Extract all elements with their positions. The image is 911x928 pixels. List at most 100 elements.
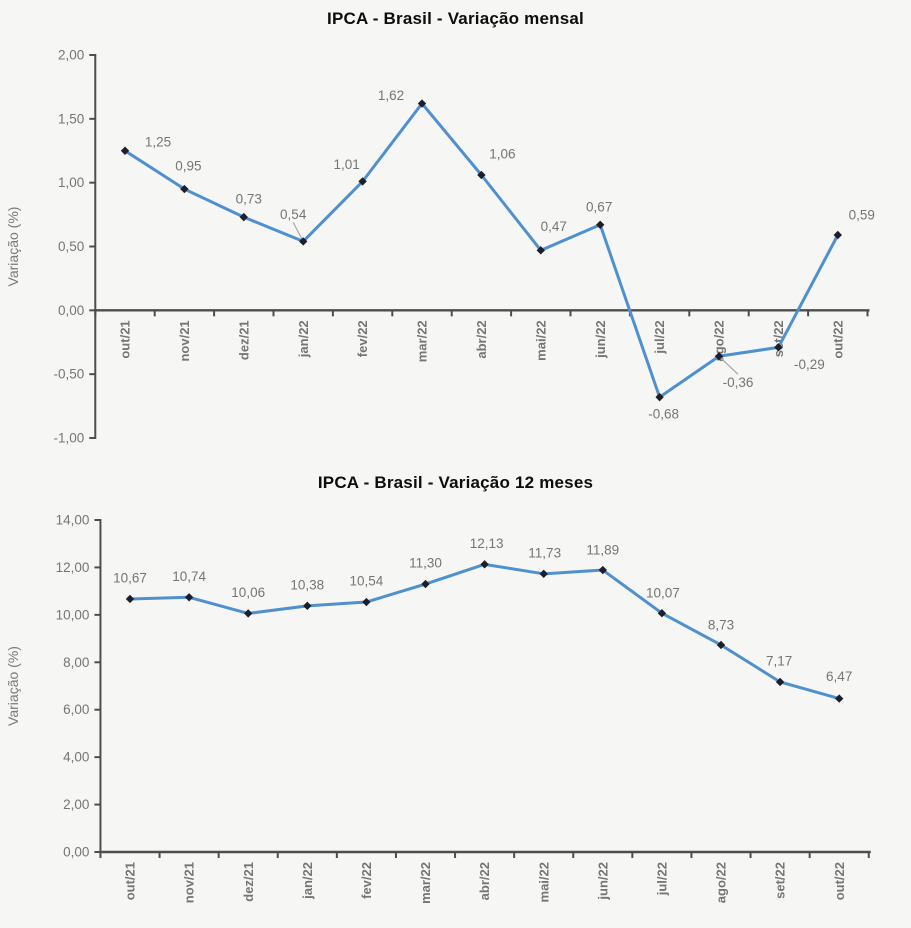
x-axis-tick-label: fev/22 (355, 320, 370, 357)
x-axis-tick-label: mar/22 (415, 320, 430, 362)
y-axis-tick-label: 0,50 (58, 239, 84, 254)
x-axis-tick-label: mar/22 (418, 862, 433, 904)
y-axis-tick-label: 8,00 (63, 655, 89, 670)
x-axis-tick-label: fev/22 (359, 862, 374, 899)
x-axis-tick-label: mai/22 (533, 320, 548, 360)
x-axis-tick-label: jan/22 (300, 862, 315, 900)
y-axis-tick-label: 10,00 (56, 607, 90, 622)
data-point-label: 0,73 (236, 192, 262, 207)
data-point-marker (775, 677, 785, 687)
y-axis-tick-label: 1,00 (58, 175, 84, 190)
x-axis-tick-label: jul/22 (652, 320, 667, 354)
data-point-marker (480, 560, 489, 569)
data-point-label: 11,89 (586, 543, 619, 558)
y-axis-tick-label: -0,50 (54, 367, 85, 382)
data-point-label: 0,47 (541, 219, 567, 234)
x-axis-tick-label: ago/22 (714, 862, 729, 903)
data-point-label: 8,73 (708, 617, 734, 632)
x-axis-tick-label: jun/22 (593, 320, 608, 359)
y-axis-tick-label: 2,00 (63, 797, 89, 812)
data-point-marker (184, 593, 194, 602)
data-point-marker (477, 170, 486, 180)
chart-title-monthly: IPCA - Brasil - Variação mensal (327, 9, 584, 28)
x-axis-tick-label: nov/21 (177, 320, 192, 361)
y-axis-tick-label: 14,00 (56, 513, 90, 528)
x-axis-tick-label: abr/22 (474, 320, 489, 358)
data-point-label: 10,67 (113, 570, 147, 585)
data-point-marker (362, 597, 371, 607)
twelve-month-variation-chart: IPCA - Brasil - Variação 12 meses 14,00 1… (0, 464, 911, 928)
data-point-label: 10,07 (646, 586, 680, 601)
data-point-label: 11,73 (528, 545, 561, 560)
data-point-marker (421, 579, 430, 589)
x-axis-tick-label: out/22 (832, 862, 847, 900)
data-point-label: -0,29 (794, 357, 825, 372)
data-point-marker (303, 601, 312, 611)
data-point-marker (657, 608, 667, 618)
y-axis-title: Variação (%) (5, 646, 21, 726)
data-point-marker (539, 569, 548, 579)
data-point-marker (714, 352, 724, 361)
data-point-marker (417, 99, 427, 108)
data-point-marker (536, 246, 545, 255)
y-axis-tick-label: 0,00 (63, 845, 89, 860)
data-point-label: 0,95 (175, 159, 201, 174)
x-axis-tick-label: jun/22 (595, 862, 610, 901)
x-axis-tick-label: ago/22 (712, 320, 727, 361)
x-axis-tick-label: out/21 (123, 862, 138, 900)
data-point-label: 7,17 (766, 653, 792, 668)
y-axis-tick-label: 0,00 (58, 303, 84, 318)
y-axis-tick-label: 6,00 (63, 702, 89, 717)
data-point-label: 1,06 (489, 147, 515, 162)
data-point-marker (244, 609, 253, 618)
chart-title-12-months: IPCA - Brasil - Variação 12 meses (317, 473, 594, 492)
data-point-label: 1,62 (378, 88, 404, 103)
y-axis-tick-label: -1,00 (54, 431, 85, 446)
data-point-marker (655, 392, 664, 402)
y-axis-title: Variação (%) (5, 207, 21, 287)
x-axis-tick-label: jan/22 (296, 320, 311, 358)
data-point-marker (598, 565, 607, 575)
data-point-label: -0,36 (723, 375, 754, 390)
data-point-marker (299, 237, 308, 246)
x-axis-tick-label: mai/22 (536, 862, 551, 902)
y-axis-tick-label: 2,00 (58, 48, 84, 63)
data-point-label: 12,13 (470, 536, 504, 551)
data-point-label: 10,74 (172, 569, 206, 584)
data-point-marker (835, 694, 844, 703)
x-axis-tick-label: jul/22 (654, 862, 669, 896)
data-point-label: 0,67 (586, 199, 612, 214)
data-point-label: 1,25 (145, 134, 171, 149)
x-axis-tick-label: set/22 (773, 862, 788, 899)
twelve-month-variation-plot: 14,00 12,00 10,00 8,00 6,00 4,00 2,00 0,00 out/2… (5, 513, 871, 904)
monthly-variation-plot: 2,00 1,50 1,00 0,50 0,00 -0,50 -1,00 out/21 nov/… (5, 48, 875, 446)
data-point-label: 10,38 (290, 577, 324, 592)
data-point-marker (239, 212, 248, 222)
y-axis-tick-label: 1,50 (58, 111, 84, 126)
x-axis-tick-label: nov/21 (182, 862, 197, 903)
data-point-marker (596, 220, 605, 229)
x-axis-tick-label: abr/22 (477, 862, 492, 900)
data-point-marker (358, 177, 367, 186)
data-point-marker (180, 184, 189, 194)
data-point-label: 10,54 (350, 574, 384, 589)
x-axis-tick-label: out/21 (118, 320, 133, 358)
data-point-label: -0,68 (648, 407, 679, 422)
data-point-label: 1,01 (333, 157, 359, 172)
data-point-label: 11,30 (409, 556, 442, 571)
data-point-marker (774, 343, 783, 352)
x-axis-tick-label: dez/21 (236, 320, 251, 360)
data-label-leader-line (718, 355, 739, 375)
data-point-marker (833, 230, 842, 240)
y-axis-tick-label: 4,00 (63, 750, 89, 765)
monthly-variation-chart: IPCA - Brasil - Variação mensal 2,00 1,50… (5, 9, 875, 446)
y-axis-tick-label: 12,00 (56, 560, 90, 575)
data-point-marker (125, 594, 135, 604)
data-point-label: 0,59 (849, 208, 875, 223)
x-axis-tick-label: dez/21 (241, 862, 256, 902)
data-point-label: 0,54 (280, 207, 307, 222)
x-axis-tick-label: out/22 (830, 320, 845, 358)
data-point-label: 6,47 (826, 669, 852, 684)
data-label-leader-line (292, 222, 304, 242)
data-point-label: 10,06 (231, 585, 265, 600)
